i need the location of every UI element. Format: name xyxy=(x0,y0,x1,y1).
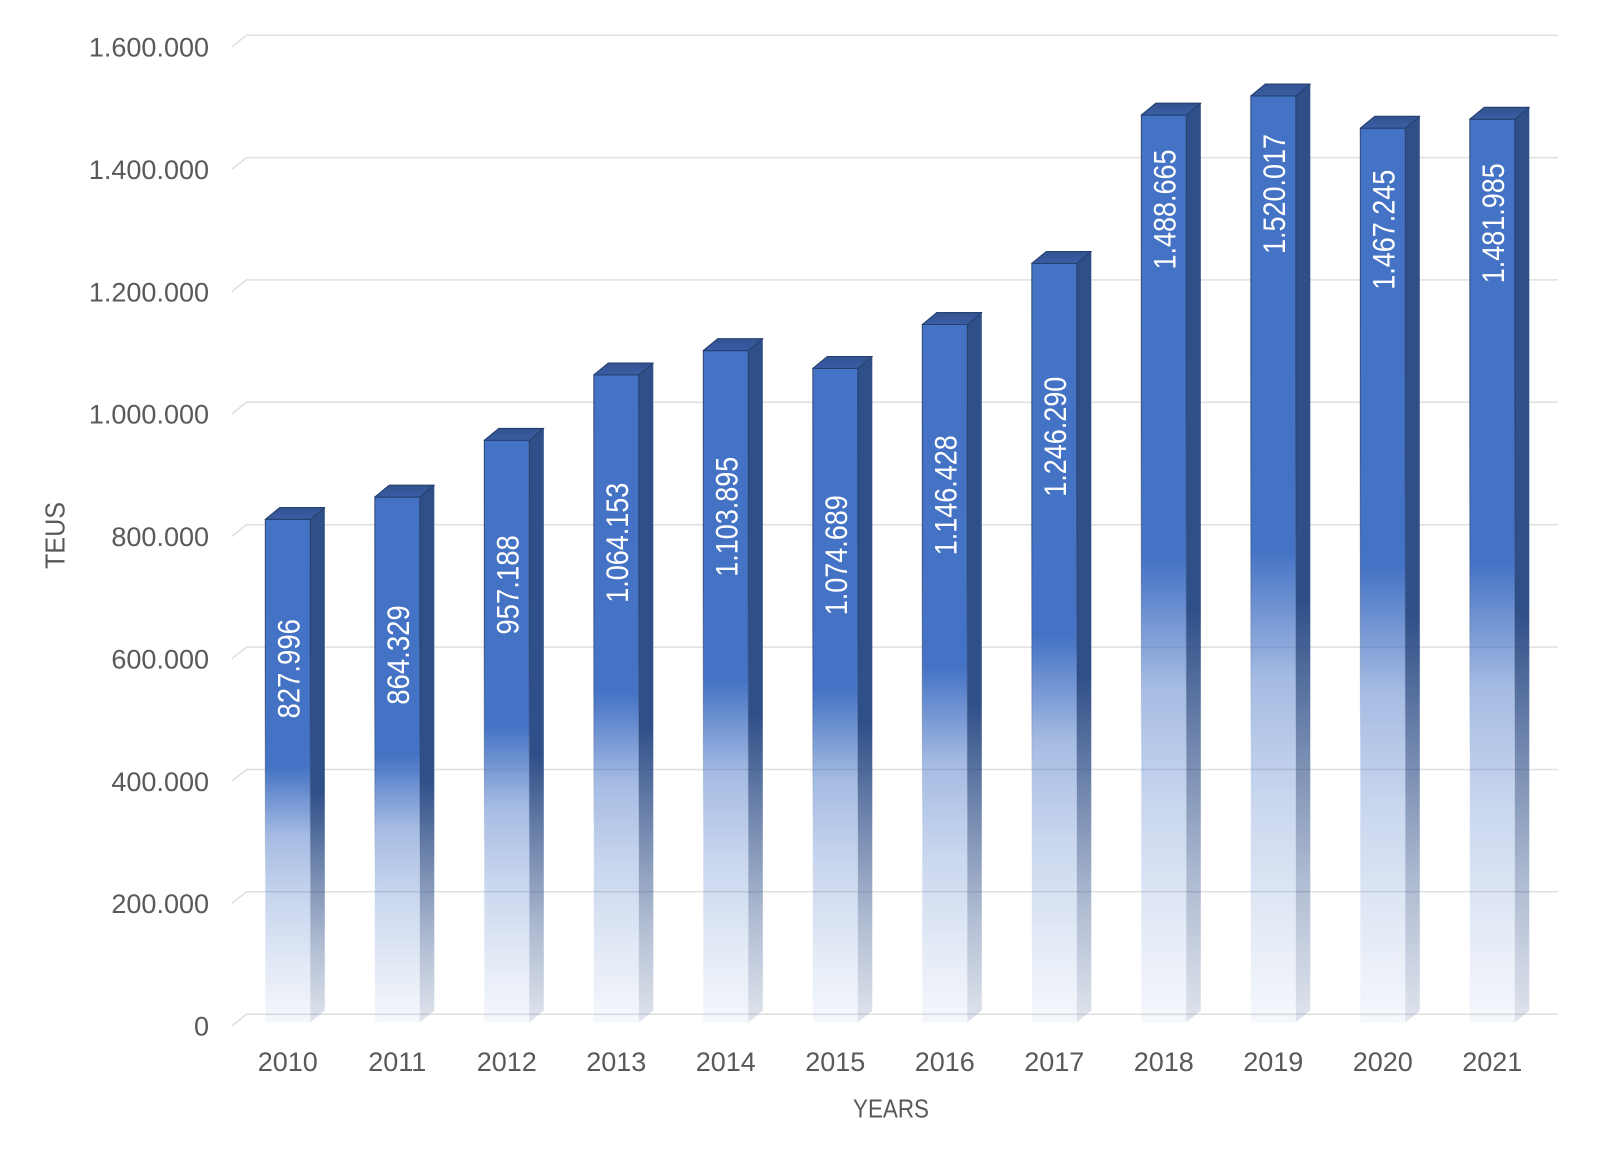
svg-text:2013: 2013 xyxy=(586,1047,646,1077)
svg-text:2014: 2014 xyxy=(696,1047,756,1077)
svg-text:2017: 2017 xyxy=(1024,1047,1084,1077)
svg-text:1.103.895: 1.103.895 xyxy=(708,457,744,577)
svg-text:2011: 2011 xyxy=(368,1047,426,1077)
svg-text:1.146.428: 1.146.428 xyxy=(927,435,963,555)
svg-text:2010: 2010 xyxy=(258,1047,318,1077)
svg-text:1.000.000: 1.000.000 xyxy=(89,400,209,430)
svg-text:827.996: 827.996 xyxy=(270,619,306,719)
svg-text:400.000: 400.000 xyxy=(111,767,209,797)
svg-text:1.246.290: 1.246.290 xyxy=(1037,377,1073,497)
svg-text:2016: 2016 xyxy=(915,1047,975,1077)
svg-text:1.467.245: 1.467.245 xyxy=(1365,170,1401,290)
svg-text:1.064.153: 1.064.153 xyxy=(599,483,635,603)
svg-text:2021: 2021 xyxy=(1462,1047,1522,1077)
svg-text:600.000: 600.000 xyxy=(111,645,209,675)
svg-text:TEUS: TEUS xyxy=(40,502,71,569)
svg-text:2018: 2018 xyxy=(1134,1047,1194,1077)
svg-text:1.200.000: 1.200.000 xyxy=(89,277,209,307)
svg-text:864.329: 864.329 xyxy=(380,605,416,705)
svg-text:2019: 2019 xyxy=(1243,1047,1303,1077)
svg-text:1.600.000: 1.600.000 xyxy=(89,33,209,63)
svg-text:1.520.017: 1.520.017 xyxy=(1256,134,1292,254)
svg-text:800.000: 800.000 xyxy=(111,522,209,552)
svg-text:1.488.665: 1.488.665 xyxy=(1146,150,1182,270)
svg-text:0: 0 xyxy=(194,1012,209,1042)
svg-text:2015: 2015 xyxy=(805,1047,865,1077)
svg-text:2012: 2012 xyxy=(477,1047,537,1077)
svg-text:1.481.985: 1.481.985 xyxy=(1475,163,1511,283)
svg-text:YEARS: YEARS xyxy=(853,1094,929,1124)
svg-text:1.074.689: 1.074.689 xyxy=(818,495,854,615)
svg-text:1.400.000: 1.400.000 xyxy=(89,155,209,185)
svg-text:2020: 2020 xyxy=(1353,1047,1413,1077)
svg-text:200.000: 200.000 xyxy=(111,889,209,919)
svg-text:957.188: 957.188 xyxy=(489,535,525,635)
